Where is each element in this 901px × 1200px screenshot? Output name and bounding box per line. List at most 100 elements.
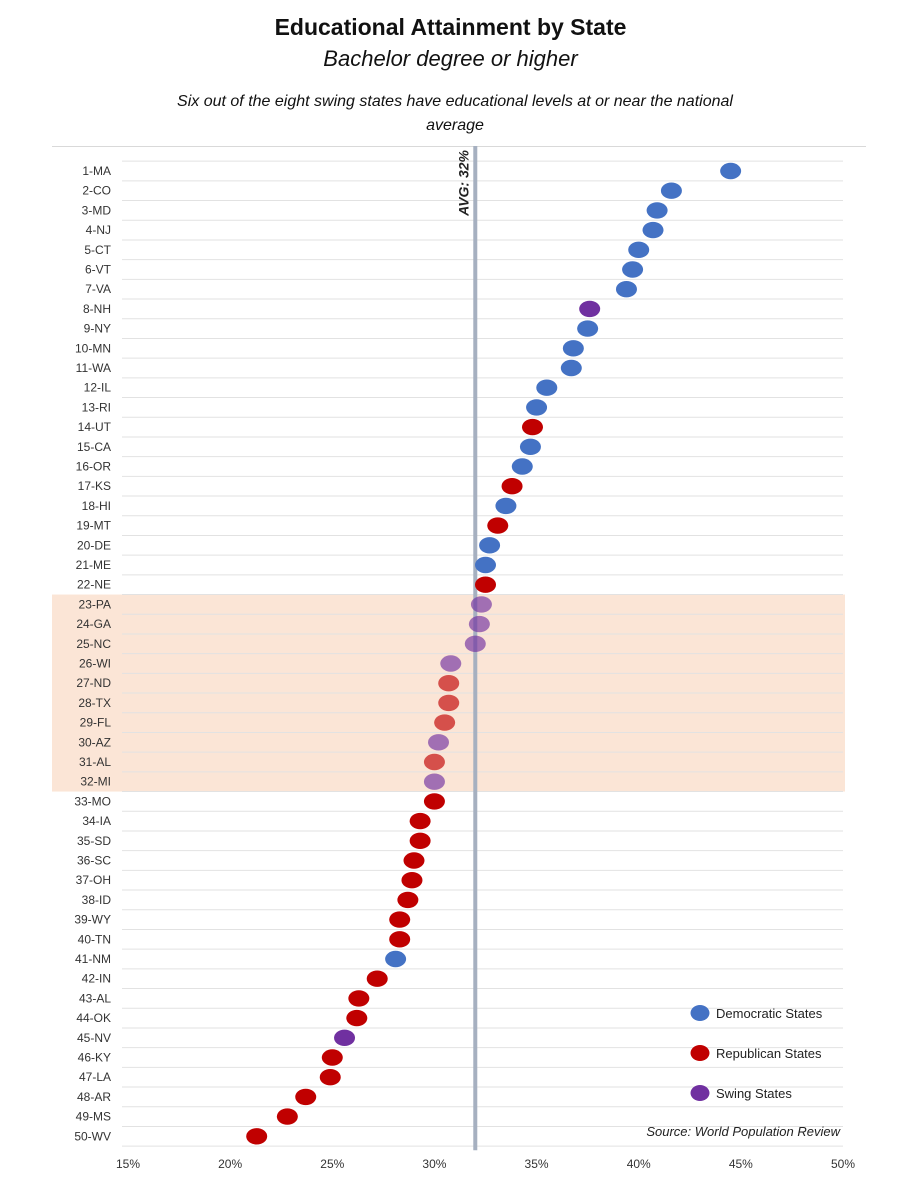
x-tick-label: 25% bbox=[320, 1157, 344, 1171]
state-dot bbox=[615, 281, 637, 298]
x-tick-label: 15% bbox=[116, 1157, 140, 1171]
x-tick-label: 35% bbox=[525, 1157, 549, 1171]
x-axis-ticks: 15% 20% 25% 30% 35% 40% 45% 50% bbox=[116, 1157, 855, 1171]
state-dot bbox=[464, 635, 486, 652]
state-label: 2-CO bbox=[82, 184, 111, 198]
x-tick-label: 50% bbox=[831, 1157, 855, 1171]
state-label: 24-GA bbox=[76, 617, 111, 631]
state-dot bbox=[366, 970, 388, 987]
state-dot bbox=[495, 497, 517, 515]
state-label: 13-RI bbox=[82, 400, 111, 414]
state-dot bbox=[389, 911, 411, 928]
state-dot bbox=[401, 872, 423, 889]
state-dot bbox=[475, 556, 496, 574]
state-label: 30-AZ bbox=[78, 735, 111, 749]
state-label: 49-MS bbox=[76, 1110, 111, 1124]
state-label: 45-NV bbox=[77, 1031, 111, 1045]
state-label: 32-MI bbox=[80, 775, 111, 789]
average-label: AVG: 32% bbox=[455, 149, 471, 216]
state-dot bbox=[511, 458, 533, 475]
state-dot bbox=[397, 891, 419, 909]
state-label: 31-AL bbox=[79, 755, 111, 769]
state-label: 8-NH bbox=[83, 302, 111, 316]
legend-marker bbox=[690, 1045, 710, 1061]
legend-marker bbox=[690, 1005, 710, 1021]
state-dot bbox=[438, 694, 460, 712]
state-label: 36-SC bbox=[77, 854, 111, 868]
state-dot bbox=[526, 399, 548, 416]
legend: Democratic States Republican States Swing … bbox=[690, 1005, 823, 1101]
state-dot bbox=[479, 537, 501, 554]
state-dot bbox=[468, 615, 490, 633]
state-label: 37-OH bbox=[76, 873, 111, 887]
state-label: 50-WV bbox=[74, 1129, 111, 1143]
x-tick-label: 45% bbox=[729, 1157, 753, 1171]
state-label: 18-HI bbox=[82, 499, 111, 513]
state-dot bbox=[423, 773, 445, 790]
state-dot bbox=[475, 576, 496, 593]
state-dot bbox=[577, 320, 599, 337]
state-label: 7-VA bbox=[85, 282, 111, 296]
state-label: 12-IL bbox=[84, 381, 112, 395]
state-label: 3-MD bbox=[82, 203, 112, 217]
top-divider bbox=[52, 146, 866, 147]
state-dot bbox=[470, 596, 492, 613]
chart-subtitle: Bachelor degree or higher bbox=[323, 46, 578, 71]
state-label: 19-MT bbox=[76, 519, 111, 533]
state-dot bbox=[389, 931, 411, 948]
state-dot bbox=[642, 221, 664, 239]
state-label: 6-VT bbox=[85, 263, 112, 277]
state-dot bbox=[409, 812, 431, 830]
state-dot bbox=[385, 950, 407, 968]
state-label: 40-TN bbox=[78, 932, 111, 946]
state-dot bbox=[562, 340, 584, 357]
state-label: 11-WA bbox=[76, 361, 111, 375]
state-dot bbox=[720, 162, 742, 180]
state-dot bbox=[628, 241, 650, 258]
legend-label: Democratic States bbox=[716, 1006, 823, 1021]
state-label: 16-OR bbox=[76, 460, 112, 474]
state-label: 39-WY bbox=[74, 913, 111, 927]
state-dot bbox=[423, 753, 445, 771]
row-gridlines bbox=[122, 160, 843, 1147]
state-dot bbox=[646, 202, 668, 219]
legend-marker bbox=[690, 1085, 710, 1101]
state-dot bbox=[346, 1009, 368, 1027]
state-dot bbox=[521, 418, 543, 436]
chart-title: Educational Attainment by State bbox=[274, 14, 627, 40]
legend-label: Republican States bbox=[716, 1046, 822, 1061]
state-label: 48-AR bbox=[77, 1090, 111, 1104]
state-label: 15-CA bbox=[77, 440, 111, 454]
state-label: 10-MN bbox=[75, 341, 111, 355]
state-dot bbox=[487, 517, 509, 534]
state-label: 1-MA bbox=[82, 164, 111, 178]
state-labels: 1-MA 2-CO 3-MD 4-NJ 5-CT 6-VT 7-VA 8-NH 9-NY 10-M… bbox=[74, 164, 111, 1143]
state-dot bbox=[319, 1069, 341, 1086]
state-dot bbox=[501, 478, 523, 495]
state-label: 26-WI bbox=[79, 657, 111, 671]
state-label: 38-ID bbox=[82, 893, 112, 907]
state-dot bbox=[660, 182, 682, 199]
x-tick-label: 40% bbox=[627, 1157, 651, 1171]
state-label: 17-KS bbox=[78, 479, 111, 493]
source-note: Source: World Population Review bbox=[646, 1124, 840, 1139]
chart-note: Six out of the eight swing states have e… bbox=[177, 93, 733, 134]
state-label: 20-DE bbox=[77, 538, 111, 552]
state-dots bbox=[246, 162, 742, 1145]
state-dot bbox=[428, 734, 450, 751]
state-label: 47-LA bbox=[79, 1070, 111, 1084]
state-dot bbox=[409, 832, 431, 849]
state-label: 43-AL bbox=[79, 991, 111, 1005]
state-dot bbox=[276, 1108, 298, 1125]
state-label: 27-ND bbox=[76, 676, 111, 690]
state-dot bbox=[348, 990, 370, 1007]
state-label: 25-NC bbox=[76, 637, 111, 651]
state-dot bbox=[579, 300, 601, 318]
state-dot bbox=[246, 1128, 268, 1145]
state-label: 21-ME bbox=[76, 558, 111, 572]
state-dot bbox=[440, 655, 462, 672]
state-label: 34-IA bbox=[82, 814, 111, 828]
state-dot bbox=[622, 261, 644, 278]
state-label: 28-TX bbox=[78, 696, 111, 710]
